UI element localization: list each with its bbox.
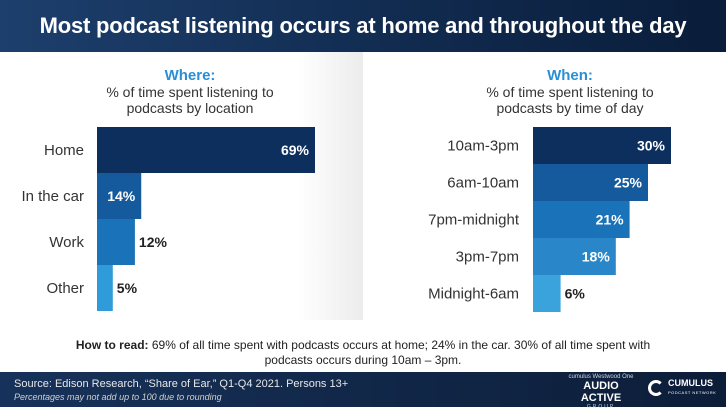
how-to-read-label: How to read:: [75, 338, 149, 352]
page-title: Most podcast listening occurs at home an…: [39, 13, 687, 38]
when-value-label-1: 25%: [614, 175, 643, 191]
when-value-label-2: 21%: [596, 212, 625, 228]
when-category-label-2: 7pm-midnight: [428, 212, 520, 229]
when-value-label-3: 18%: [582, 249, 611, 265]
where-subtitle-line-2: podcasts by location: [126, 100, 254, 116]
cumulus-main: CUMULUS: [668, 378, 713, 388]
when-bar-0: [533, 127, 671, 164]
cumulus-sub: PODCAST NETWORK: [668, 390, 717, 395]
where-heading: Where:: [164, 67, 216, 84]
how-to-read: How to read: 69% of all time spent with …: [60, 338, 666, 368]
when-bar-2: [533, 201, 630, 238]
cumulus-podcast-network-logo: CUMULUS PODCAST NETWORK: [648, 378, 716, 398]
where-bar-1: [97, 173, 142, 219]
when-bar-4: [533, 275, 561, 312]
where-value-label-0: 69%: [281, 142, 310, 158]
header-bar: Most podcast listening occurs at home an…: [0, 0, 726, 52]
where-value-label-3: 5%: [117, 280, 138, 296]
audio-active-sub: GROUP: [586, 404, 616, 410]
where-panel: [0, 52, 363, 320]
when-subtitle-line-1: % of time spent listening to: [486, 84, 654, 100]
how-to-read-text: 69% of all time spent with podcasts occu…: [148, 338, 651, 367]
where-category-label-2: Work: [49, 234, 84, 251]
footer-bar: Source: Edison Research, “Share of Ear,”…: [0, 372, 726, 410]
where-category-label-0: Home: [44, 142, 84, 159]
where-bar-3: [97, 265, 113, 311]
where-value-label-1: 14%: [107, 188, 136, 204]
when-category-label-1: 6am-10am: [447, 175, 519, 192]
when-value-label-4: 6%: [565, 286, 586, 302]
when-bar-3: [533, 238, 616, 275]
bar-charts: Home 69% In the car 14% Work 12% Other 5% 10am-3…: [21, 127, 671, 312]
when-subtitle-line-2: podcasts by time of day: [496, 100, 644, 116]
where-bar-0: [97, 127, 315, 173]
audio-active-top: cumulus Westwood One: [568, 374, 634, 380]
when-category-label-3: 3pm-7pm: [456, 249, 519, 266]
where-subtitle-line-1: % of time spent listening to: [106, 84, 274, 100]
when-subtitle: When: % of time spent listening to podca…: [440, 67, 700, 117]
where-category-label-1: In the car: [21, 188, 84, 205]
when-bar-1: [533, 164, 648, 201]
when-category-label-0: 10am-3pm: [447, 138, 519, 155]
where-value-label-2: 12%: [139, 234, 168, 250]
cumulus-logo-icon: [648, 380, 664, 396]
where-subtitle: Where: % of time spent listening to podc…: [60, 67, 320, 117]
when-heading: When:: [547, 67, 593, 84]
when-category-label-4: Midnight-6am: [428, 286, 519, 303]
rounding-note: Percentages may not add up to 100 due to…: [14, 392, 222, 402]
source-text: Source: Edison Research, “Share of Ear,”…: [14, 378, 349, 390]
when-value-label-0: 30%: [637, 138, 666, 154]
audio-active-main: AUDIO ACTIVE: [580, 380, 622, 404]
where-category-label-3: Other: [46, 280, 84, 297]
where-bar-2: [97, 219, 135, 265]
audio-active-group-logo: cumulus Westwood One AUDIO ACTIVE GROUP: [566, 374, 636, 410]
